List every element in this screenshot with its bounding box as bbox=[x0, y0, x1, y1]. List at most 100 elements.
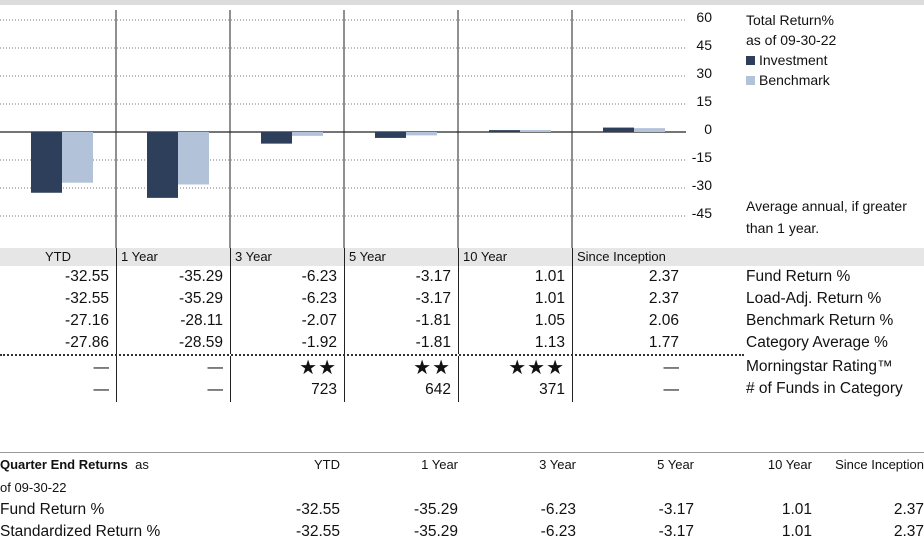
table-cell: -35.29 bbox=[116, 266, 230, 288]
quarter-column-header: 3 Year bbox=[539, 457, 576, 472]
table-cell: 1.13 bbox=[458, 332, 572, 354]
bar-investment-0 bbox=[31, 132, 62, 193]
table-cell: 642 bbox=[344, 378, 458, 402]
quarter-end-returns-table: Quarter End Returns as YTD 1 Year 3 Year 5 … bbox=[0, 452, 924, 543]
table-row: — —723 642 371— # of Funds in Category bbox=[0, 378, 924, 402]
table-row: -27.86 -28.59 -1.92 -1.81 1.13 1.77 Category A… bbox=[0, 332, 924, 354]
table-cell: -1.92 bbox=[230, 332, 344, 354]
y-tick-label: 60 bbox=[696, 9, 712, 25]
bar-benchmark-3 bbox=[406, 132, 437, 136]
quarter-table-cell: -3.17 bbox=[658, 501, 694, 518]
table-cell: -2.07 bbox=[230, 310, 344, 332]
performance-table-header: YTD 1 Year 3 Year 5 Year 10 Year Since Incept… bbox=[0, 248, 924, 266]
bar-benchmark-1 bbox=[178, 132, 209, 185]
table-cell: -28.59 bbox=[116, 332, 230, 354]
quarter-table-row: Standardized Return % -32.55 -35.29 -6.23 -3… bbox=[0, 521, 924, 543]
table-cell: 1.01 bbox=[458, 266, 572, 288]
quarter-table-cell: 1.01 bbox=[781, 523, 812, 540]
table-cell: ★★ bbox=[344, 356, 458, 380]
quarter-as-word: as bbox=[135, 457, 149, 472]
table-cell: -32.55 bbox=[65, 268, 109, 285]
table-cell: -27.86 bbox=[65, 334, 109, 351]
dotted-separator bbox=[0, 354, 744, 356]
row-label: Fund Return % bbox=[746, 268, 851, 285]
table-cell: 2.06 bbox=[572, 310, 686, 332]
bar-investment-4 bbox=[489, 130, 520, 132]
y-tick-label: -45 bbox=[691, 205, 712, 221]
chart-subtitle: as of 09-30-22 bbox=[746, 32, 837, 48]
table-cell: -32.55 bbox=[65, 290, 109, 307]
table-cell: 723 bbox=[230, 378, 344, 402]
quarter-table-cell: -3.17 bbox=[658, 523, 694, 540]
chart-note: Average annual, if greater than 1 year. bbox=[746, 198, 907, 236]
quarter-table-header: Quarter End Returns as YTD 1 Year 3 Year 5 … bbox=[0, 453, 924, 477]
quarter-table-cell: 2.37 bbox=[893, 523, 924, 540]
table-cell: — bbox=[116, 356, 230, 380]
quarter-table-cell: -35.29 bbox=[414, 523, 458, 540]
bar-investment-3 bbox=[375, 132, 406, 138]
quarter-subtitle-row: of 09-30-22 bbox=[0, 477, 924, 499]
quarter-title-text: Quarter End Returns bbox=[0, 457, 128, 472]
quarter-table-cell: -32.55 bbox=[296, 501, 340, 518]
table-cell: — bbox=[572, 378, 686, 402]
bar-investment-5 bbox=[603, 127, 634, 132]
legend-swatch-benchmark bbox=[746, 76, 755, 85]
bar-benchmark-2 bbox=[292, 132, 323, 136]
table-cell: 1.77 bbox=[572, 332, 686, 354]
table-cell: -28.11 bbox=[116, 310, 230, 332]
bar-investment-2 bbox=[261, 132, 292, 144]
table-row: — — ★★ ★★ ★★★ — Morningstar Rating™ bbox=[0, 356, 924, 380]
table-cell: -1.81 bbox=[344, 310, 458, 332]
table-cell: -3.17 bbox=[344, 288, 458, 310]
quarter-column-header: YTD bbox=[314, 457, 340, 472]
row-label: Morningstar Rating™ bbox=[746, 358, 893, 375]
bar-benchmark-4 bbox=[520, 130, 551, 132]
legend-item-benchmark: Benchmark bbox=[746, 70, 836, 90]
legend-label-benchmark: Benchmark bbox=[759, 72, 830, 88]
quarter-table-cell: 2.37 bbox=[893, 501, 924, 518]
quarter-row-label: Standardized Return % bbox=[0, 523, 161, 540]
table-row: -32.55 -35.29 -6.23 -3.17 1.01 2.37 Load-Adj. … bbox=[0, 288, 924, 310]
table-cell: -6.23 bbox=[230, 266, 344, 288]
chart-legend: Total Return% as of 09-30-22 Investment … bbox=[746, 10, 836, 90]
y-tick-label: 45 bbox=[696, 37, 712, 53]
table-cell: -6.23 bbox=[230, 288, 344, 310]
legend-item-investment: Investment bbox=[746, 50, 836, 70]
table-cell: — bbox=[93, 359, 110, 376]
performance-bar-chart bbox=[0, 10, 686, 248]
legend-swatch-investment bbox=[746, 56, 755, 65]
table-cell: — bbox=[93, 381, 110, 398]
table-cell: 2.37 bbox=[572, 288, 686, 310]
quarter-table-cell: -35.29 bbox=[414, 501, 458, 518]
y-tick-label: -15 bbox=[691, 149, 712, 165]
table-cell: ★★★ bbox=[458, 356, 572, 380]
table-cell: -27.16 bbox=[65, 312, 109, 329]
column-header: Since Inception bbox=[572, 248, 686, 266]
chart-title: Total Return% bbox=[746, 12, 834, 28]
chart-bars bbox=[31, 127, 665, 198]
table-row: -32.55 -35.29 -6.23 -3.17 1.01 2.37 Fund Retur… bbox=[0, 266, 924, 288]
row-label: # of Funds in Category bbox=[746, 380, 903, 397]
top-bar bbox=[0, 0, 924, 5]
y-tick-label: 30 bbox=[696, 65, 712, 81]
row-label: Category Average % bbox=[746, 334, 888, 351]
table-cell: 1.01 bbox=[458, 288, 572, 310]
table-cell: 371 bbox=[458, 378, 572, 402]
chart-grid bbox=[0, 10, 686, 248]
quarter-table-cell: -6.23 bbox=[540, 501, 576, 518]
quarter-table-row: Fund Return % -32.55 -35.29 -6.23 -3.17 1.01 2… bbox=[0, 499, 924, 521]
table-cell: ★★ bbox=[230, 356, 344, 380]
quarter-column-header: 10 Year bbox=[767, 457, 812, 472]
quarter-row-label: Fund Return % bbox=[0, 501, 105, 518]
row-label: Benchmark Return % bbox=[746, 312, 894, 329]
column-header: 10 Year bbox=[458, 248, 572, 266]
table-cell: -35.29 bbox=[116, 288, 230, 310]
table-cell: — bbox=[572, 356, 686, 380]
table-cell: -3.17 bbox=[344, 266, 458, 288]
column-header: 3 Year bbox=[230, 248, 344, 266]
table-row: -27.16 -28.11 -2.07 -1.81 1.05 2.06 Benchmark … bbox=[0, 310, 924, 332]
quarter-table-title: Quarter End Returns as bbox=[0, 453, 149, 477]
column-header: 1 Year bbox=[116, 248, 230, 266]
quarter-column-header: Since Inception bbox=[835, 457, 924, 472]
quarter-table-cell: 1.01 bbox=[781, 501, 812, 518]
